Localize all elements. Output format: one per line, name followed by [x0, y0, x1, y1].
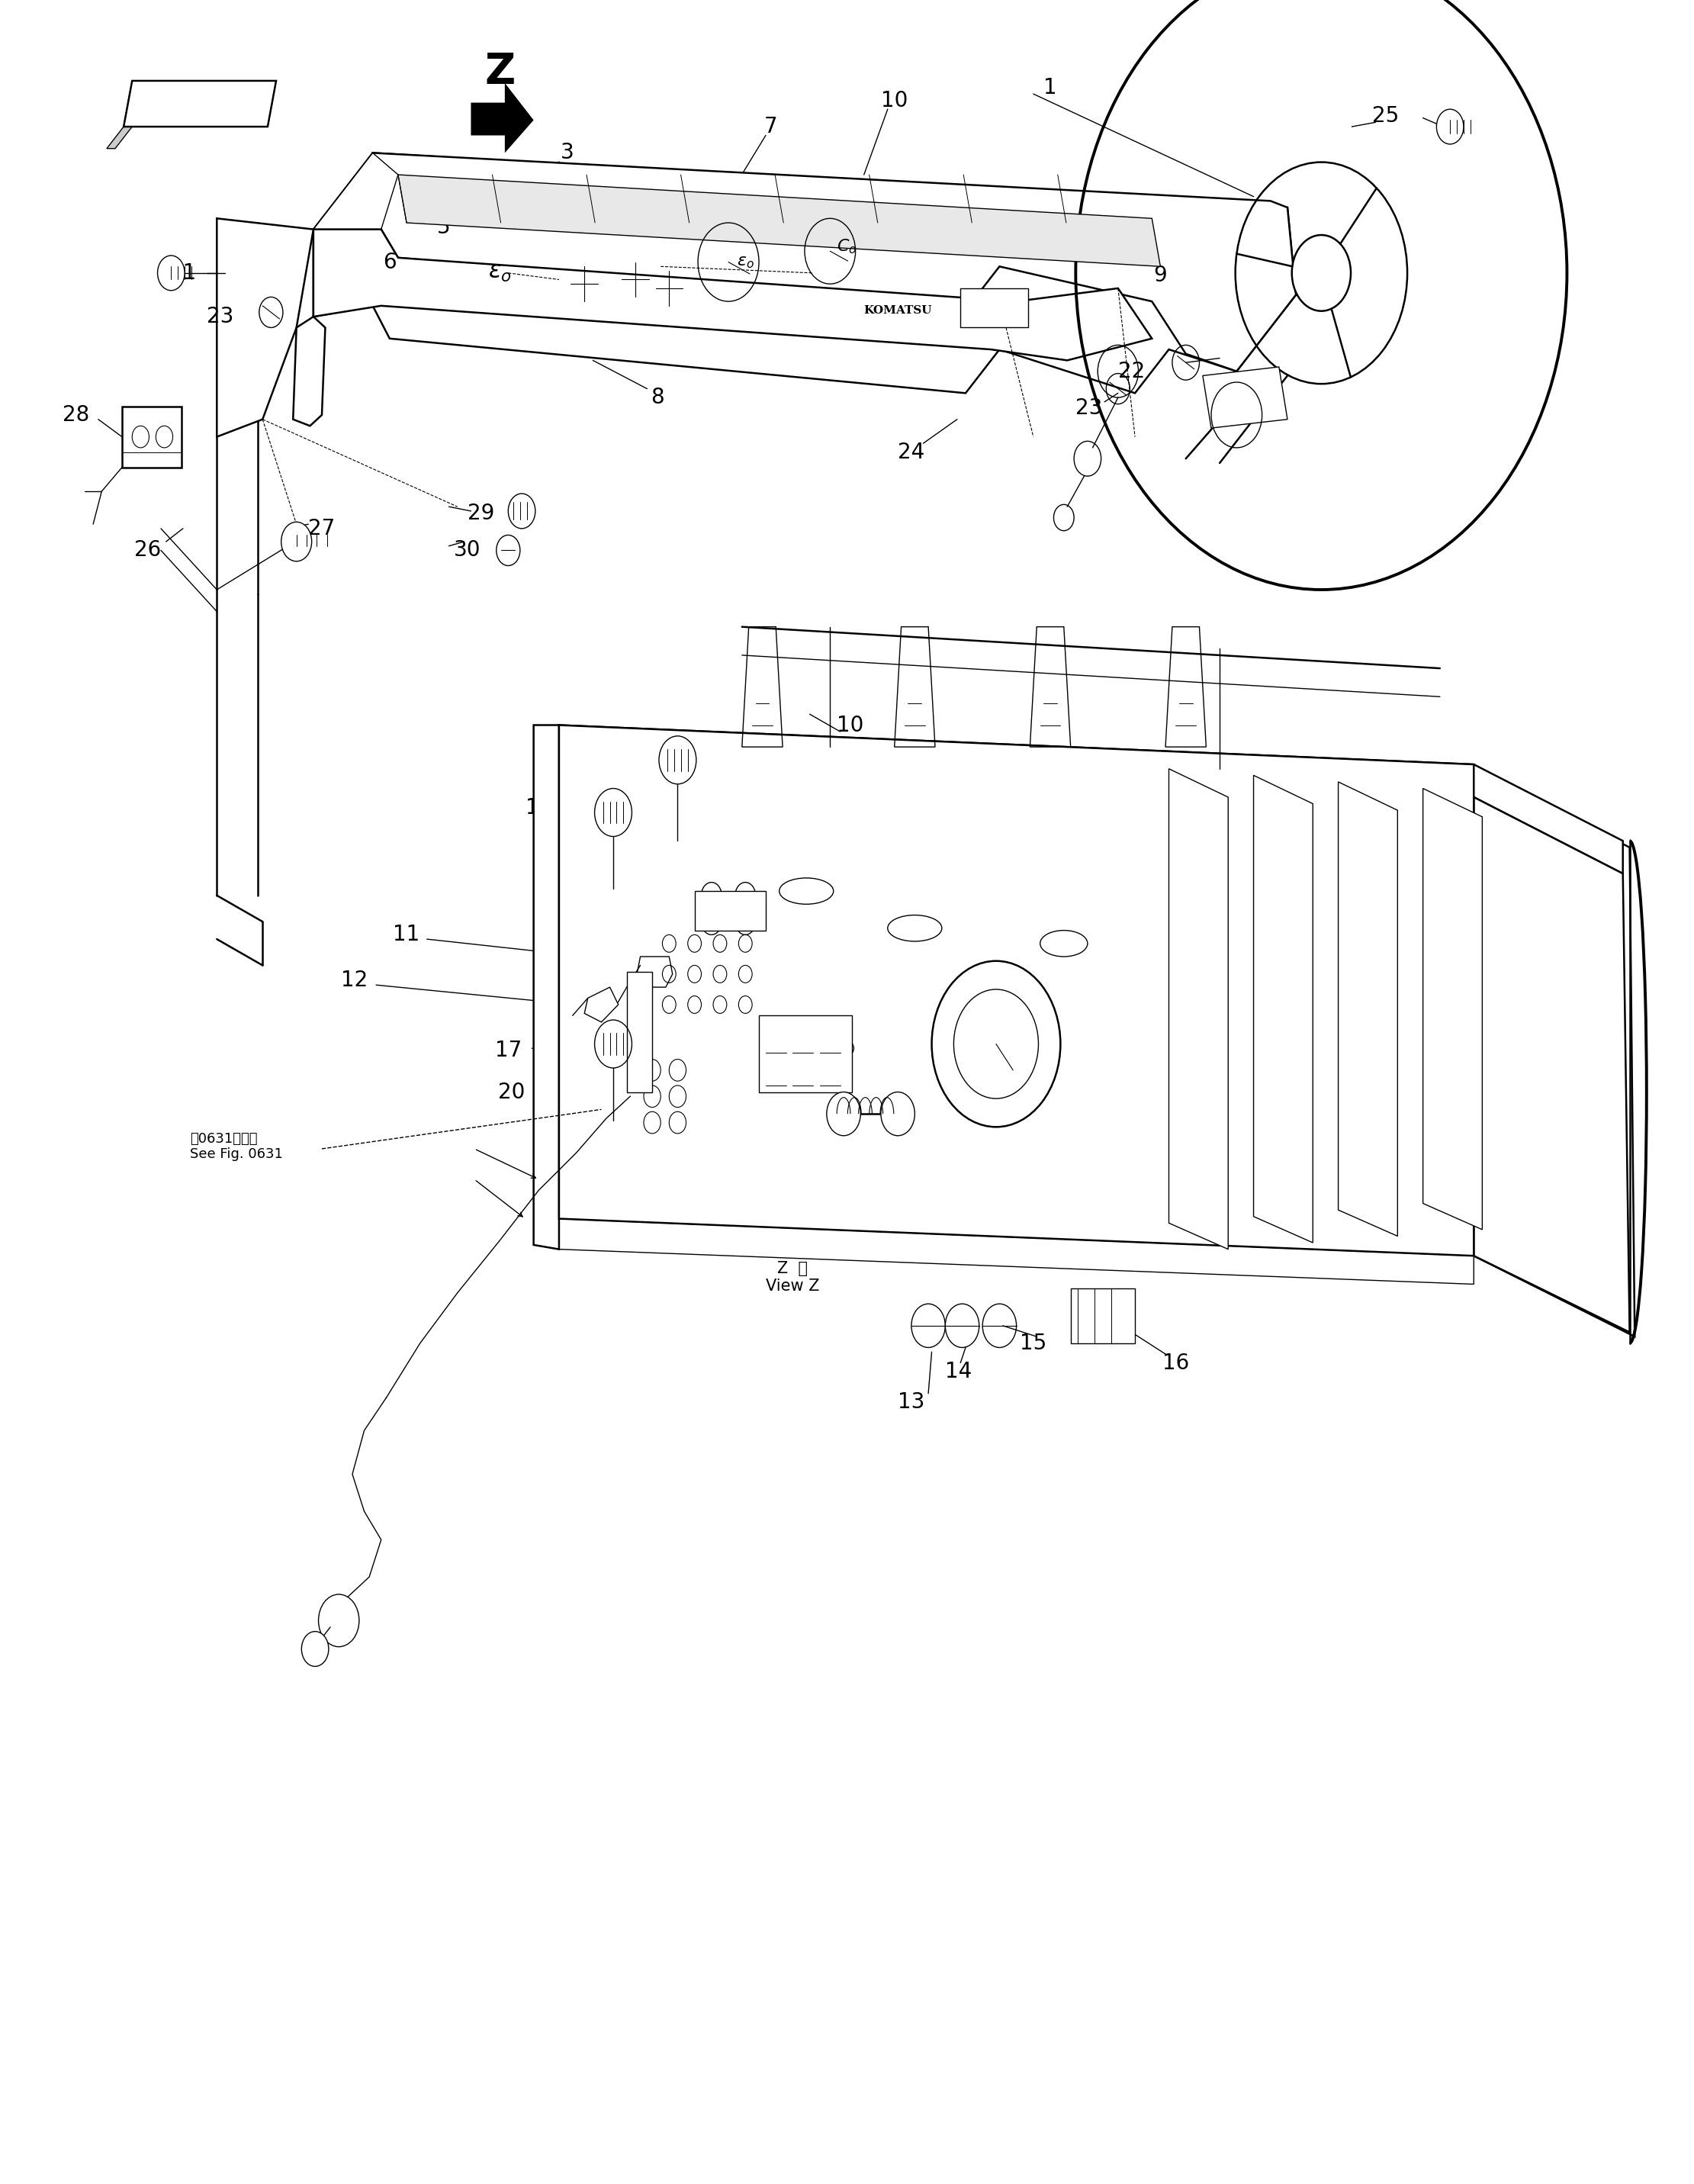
Polygon shape	[1474, 797, 1630, 1332]
Text: 24: 24	[898, 441, 925, 463]
Bar	[695, 891, 766, 930]
Text: 2: 2	[1574, 1206, 1587, 1227]
Circle shape	[881, 1092, 915, 1136]
Polygon shape	[1203, 367, 1287, 428]
FancyBboxPatch shape	[122, 406, 181, 467]
Text: 23: 23	[1076, 397, 1103, 419]
Polygon shape	[637, 957, 673, 987]
Polygon shape	[534, 725, 559, 1249]
Text: $\varepsilon_o$: $\varepsilon_o$	[488, 262, 512, 284]
Polygon shape	[124, 81, 141, 127]
Text: 9: 9	[1154, 264, 1167, 286]
Polygon shape	[559, 725, 1623, 874]
Polygon shape	[398, 175, 1160, 266]
Text: 20: 20	[498, 1081, 525, 1103]
Bar	[960, 288, 1028, 328]
Text: 5: 5	[437, 216, 451, 238]
Text: 17: 17	[525, 797, 552, 819]
Polygon shape	[1254, 775, 1313, 1243]
Polygon shape	[1338, 782, 1398, 1236]
Circle shape	[281, 522, 312, 561]
Polygon shape	[313, 153, 398, 229]
Text: 13: 13	[898, 1391, 925, 1413]
Text: 19: 19	[549, 736, 576, 758]
Polygon shape	[313, 229, 1152, 360]
Bar	[759, 1016, 852, 1092]
Polygon shape	[107, 127, 132, 149]
Text: 4: 4	[501, 181, 515, 203]
Text: 3: 3	[561, 142, 574, 164]
Text: 26: 26	[134, 539, 161, 561]
Polygon shape	[293, 317, 325, 426]
Text: KOMATSU: KOMATSU	[864, 306, 932, 314]
Circle shape	[318, 1594, 359, 1647]
Circle shape	[158, 256, 185, 290]
Text: 22: 22	[1118, 360, 1145, 382]
Text: 第0631図参照
See Fig. 0631: 第0631図参照 See Fig. 0631	[190, 1131, 283, 1162]
Polygon shape	[1474, 769, 1635, 1337]
Polygon shape	[217, 218, 313, 437]
Text: 25: 25	[1372, 105, 1399, 127]
Polygon shape	[471, 83, 534, 153]
Text: 28: 28	[63, 404, 90, 426]
Text: 17: 17	[495, 1040, 522, 1061]
Circle shape	[827, 1092, 861, 1136]
Text: 7: 7	[764, 116, 778, 138]
Bar	[627, 972, 652, 1092]
Polygon shape	[1169, 769, 1228, 1249]
Text: 16: 16	[1162, 1352, 1189, 1374]
Bar	[1071, 1289, 1135, 1343]
Text: 1: 1	[1044, 76, 1057, 98]
Polygon shape	[1423, 788, 1482, 1230]
Text: 29: 29	[468, 502, 495, 524]
Text: 8: 8	[650, 387, 664, 408]
Text: 12: 12	[340, 970, 368, 992]
Polygon shape	[313, 153, 1296, 393]
Text: 1: 1	[1579, 880, 1592, 902]
Text: Z  視
View Z: Z 視 View Z	[766, 1260, 820, 1295]
Circle shape	[1437, 109, 1464, 144]
Text: FWD: FWD	[174, 96, 225, 114]
Circle shape	[302, 1631, 329, 1666]
Text: 15: 15	[1020, 1332, 1047, 1354]
Text: 18: 18	[701, 1094, 728, 1116]
Text: 21: 21	[169, 262, 197, 284]
Polygon shape	[124, 81, 276, 127]
Text: $\varepsilon_o$: $\varepsilon_o$	[737, 256, 754, 269]
Polygon shape	[584, 987, 618, 1022]
Text: 10: 10	[881, 90, 908, 111]
Text: 6: 6	[383, 251, 396, 273]
Text: 27: 27	[308, 518, 335, 539]
Text: 30: 30	[454, 539, 481, 561]
Polygon shape	[559, 725, 1474, 1256]
Text: $\mathit{C}_o$: $\mathit{C}_o$	[837, 238, 857, 256]
Text: 9: 9	[725, 749, 739, 771]
Polygon shape	[559, 1219, 1474, 1284]
Text: 14: 14	[945, 1361, 972, 1382]
Text: 11: 11	[393, 924, 420, 946]
Polygon shape	[373, 153, 1296, 371]
Text: 23: 23	[207, 306, 234, 328]
Text: Z: Z	[484, 52, 515, 92]
Text: 10: 10	[837, 714, 864, 736]
Circle shape	[1293, 236, 1350, 310]
